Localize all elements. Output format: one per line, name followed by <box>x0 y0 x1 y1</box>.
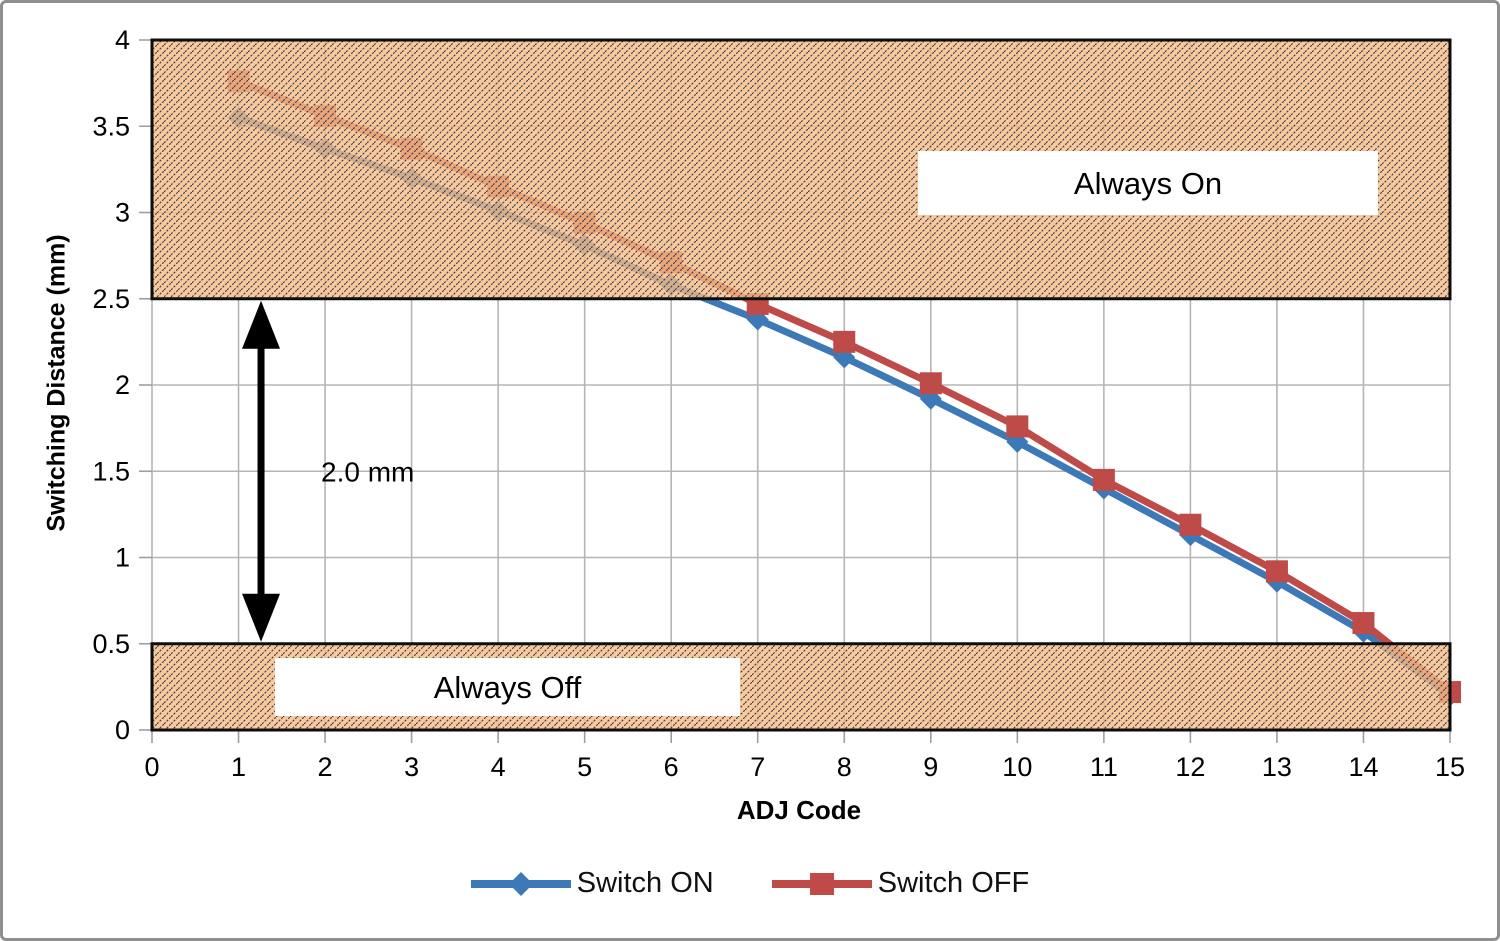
region-always-off-label-box <box>275 658 740 716</box>
region-always-on-border <box>150 38 1452 301</box>
y-tick-label: 3.5 <box>92 111 130 141</box>
legend-label-switch-on: Switch ON <box>576 867 714 899</box>
chart-plot-area: 0 1 2 3 4 5 6 7 8 9 10 11 12 13 14 1500.511.522.533.54A… <box>92 25 1465 782</box>
legend-item-switch-on: Switch ON <box>470 867 714 900</box>
x-tick-label: 6 <box>664 752 679 782</box>
legend-label-switch-off: Switch OFF <box>877 867 1030 899</box>
y-tick-label: 1 <box>115 543 130 573</box>
y-tick-label: 0.5 <box>92 629 130 659</box>
x-tick-label: 1 <box>231 752 246 782</box>
marker-switch-off <box>1006 415 1029 438</box>
region-always-on-label: Always On <box>1074 166 1222 201</box>
x-tick-label: 15 <box>1435 752 1465 782</box>
x-tick-label: 5 <box>577 752 592 782</box>
x-tick-label: 4 <box>491 752 506 782</box>
legend: Switch ON Switch OFF <box>3 867 1497 900</box>
y-tick-label: 0 <box>115 715 130 745</box>
region-always-off-border <box>150 642 1452 732</box>
x-tick-label: 7 <box>750 752 765 782</box>
x-axis-title: ADJ Code <box>736 795 862 825</box>
x-tick-label: 9 <box>923 752 938 782</box>
y-axis-title: Switching Distance (mm) <box>42 234 71 532</box>
legend-marker-switch-on <box>470 871 571 896</box>
y-tick-label: 4 <box>115 25 130 55</box>
annotation-label: 2.0 mm <box>321 456 414 487</box>
marker-switch-off <box>1352 612 1375 635</box>
y-tick-label: 1.5 <box>92 456 130 486</box>
marker-switch-off <box>1265 560 1288 583</box>
region-always-on-label-box <box>918 151 1378 215</box>
x-tick-label: 2 <box>318 752 333 782</box>
marker-switch-off <box>1092 468 1115 491</box>
legend-marker-switch-off <box>771 872 872 895</box>
marker-switch-off <box>833 330 856 353</box>
region-always-off-label: Always Off <box>434 670 582 705</box>
x-tick-label: 13 <box>1262 752 1292 782</box>
x-tick-label: 10 <box>1002 752 1032 782</box>
annotation-arrow-head-up <box>242 300 281 349</box>
y-tick-label: 2.5 <box>92 284 130 314</box>
y-tick-label: 2 <box>115 370 130 400</box>
x-tick-label: 3 <box>404 752 419 782</box>
x-tick-label: 14 <box>1348 752 1378 782</box>
marker-switch-off <box>919 372 942 395</box>
x-tick-label: 0 <box>144 752 159 782</box>
marker-switch-off <box>1179 513 1202 536</box>
annotation-arrow-head-down <box>242 593 281 642</box>
legend-item-switch-off: Switch OFF <box>771 867 1030 900</box>
y-tick-label: 3 <box>115 198 130 228</box>
x-tick-label: 8 <box>837 752 852 782</box>
x-tick-label: 12 <box>1175 752 1205 782</box>
x-tick-label: 11 <box>1090 752 1118 782</box>
